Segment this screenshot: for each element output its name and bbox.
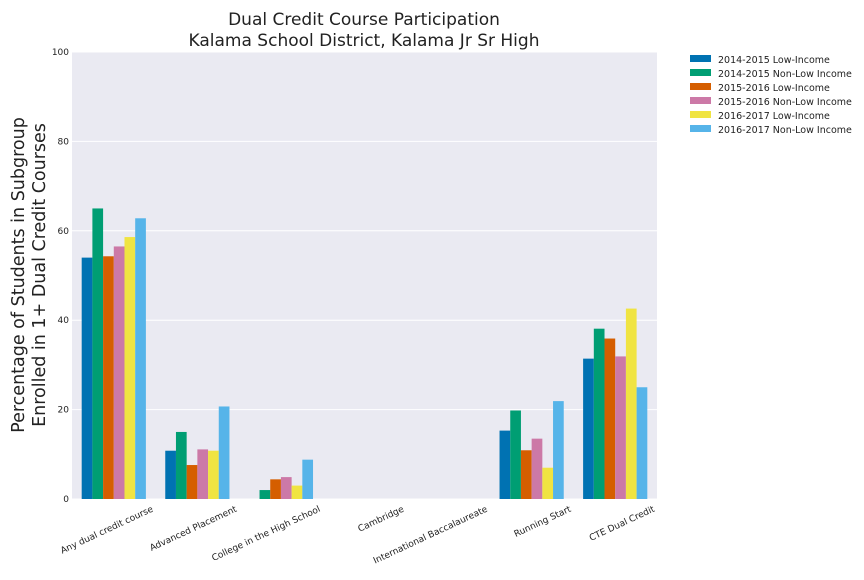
bar xyxy=(520,450,532,499)
legend-label: 2016-2017 Non-Low Income xyxy=(718,125,852,136)
bar xyxy=(103,256,114,499)
x-tick-label: CTE Dual Credit xyxy=(588,504,657,543)
legend-label: 2014-2015 Non-Low Income xyxy=(718,69,852,80)
legend-swatch xyxy=(690,69,711,76)
y-tick-label: 60 xyxy=(58,227,70,237)
bar xyxy=(604,338,616,499)
bar xyxy=(291,485,303,499)
bar xyxy=(92,208,104,499)
bar xyxy=(553,401,564,499)
legend-swatch xyxy=(690,55,711,62)
bar xyxy=(197,449,209,499)
legend-swatch xyxy=(690,111,711,118)
y-tick-label: 20 xyxy=(58,406,70,416)
bar xyxy=(636,387,648,499)
y-tick-label: 40 xyxy=(58,316,70,326)
legend-label: 2015-2016 Non-Low Income xyxy=(718,97,852,108)
bar xyxy=(615,356,626,499)
legend-swatch xyxy=(690,97,711,104)
bar xyxy=(270,479,281,499)
y-tick-label: 100 xyxy=(52,48,69,58)
x-tick-label: Running Start xyxy=(513,504,574,539)
bar xyxy=(113,246,125,499)
bar xyxy=(510,410,521,499)
bar xyxy=(81,257,93,499)
bar xyxy=(165,450,176,499)
legend-label: 2015-2016 Low-Income xyxy=(718,83,830,94)
chart-title: Dual Credit Course Participation xyxy=(228,10,500,30)
y-axis-label-line-2: Enrolled in 1+ Dual Credit Courses xyxy=(30,123,50,427)
bar xyxy=(531,438,543,499)
bar xyxy=(124,237,136,499)
bar xyxy=(280,477,292,499)
bar xyxy=(218,406,230,499)
bar xyxy=(259,490,271,499)
legend-swatch xyxy=(690,83,711,90)
x-tick-label: Any dual credit course xyxy=(59,504,155,556)
plot-background xyxy=(72,52,657,499)
bar xyxy=(175,431,187,499)
y-axis-label-line-1: Percentage of Students in Subgroup xyxy=(9,117,29,433)
y-tick-label: 80 xyxy=(58,137,70,147)
legend-swatch xyxy=(690,125,711,132)
plot-area: 0 20 40 60 80 100 Any dual credit courseAdvanc… xyxy=(52,48,657,566)
legend-label: 2016-2017 Low-Income xyxy=(718,111,830,122)
bar xyxy=(593,328,605,499)
bar xyxy=(302,459,314,499)
legend-label: 2014-2015 Low-Income xyxy=(718,55,830,66)
bar xyxy=(625,308,637,499)
bar xyxy=(542,467,554,499)
chart-subtitle: Kalama School District, Kalama Jr Sr Hig… xyxy=(189,31,540,51)
y-axis-label: Percentage of Students in Subgroup Enrol… xyxy=(9,117,50,433)
bar xyxy=(208,450,219,499)
legend: 2014-2015 Low-Income 2014-2015 Non-Low In… xyxy=(690,55,852,136)
bar xyxy=(583,358,594,499)
bar xyxy=(499,430,511,499)
x-tick-label: Advanced Placement xyxy=(148,504,239,553)
title-group: Dual Credit Course Participation Kalama … xyxy=(189,10,540,51)
y-tick-label: 0 xyxy=(63,495,69,505)
bar xyxy=(186,465,198,499)
x-tick-label: Cambridge xyxy=(357,504,406,534)
bar xyxy=(135,218,146,499)
